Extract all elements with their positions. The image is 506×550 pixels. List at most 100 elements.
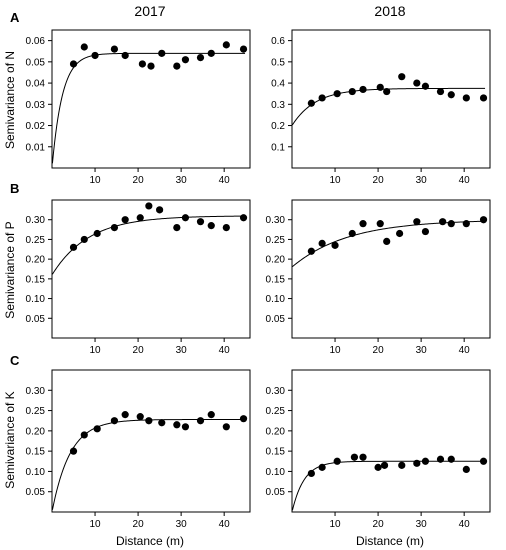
- data-point: [462, 465, 470, 473]
- x-tick-label: 10: [89, 175, 101, 186]
- y-tick-label: 0.15: [266, 447, 286, 458]
- x-tick-label: 10: [89, 519, 101, 530]
- y-tick-label: 0.05: [266, 487, 286, 498]
- data-point: [80, 43, 88, 51]
- data-point: [374, 463, 382, 471]
- data-point: [383, 237, 391, 245]
- data-point: [222, 41, 230, 49]
- data-point: [69, 447, 78, 455]
- x-tick-label: 10: [329, 519, 341, 530]
- panel-c-2017: 0.05 0.10 0.15 0.20 0.25 0.30 10 20 30 40: [26, 369, 251, 530]
- data-point: [479, 216, 488, 224]
- data-point: [376, 220, 384, 228]
- y-tick-label: 0.20: [26, 426, 46, 437]
- data-point: [138, 60, 146, 68]
- data-point: [413, 459, 421, 467]
- panel-letter-b: B: [10, 181, 19, 196]
- panel-c-2018: 0.05 0.10 0.15 0.20 0.25 0.30 10 20 30 40: [266, 369, 491, 530]
- ylabel-k: Semivariance of K: [3, 391, 17, 488]
- data-point: [307, 247, 315, 255]
- data-point: [110, 417, 119, 425]
- data-point: [479, 94, 488, 102]
- x-tick-label: 10: [89, 345, 101, 356]
- y-tick-label: 0.30: [26, 215, 46, 226]
- y-tick-label: 0.10: [266, 294, 286, 305]
- data-point: [413, 79, 421, 87]
- y-tick-label: 0.10: [266, 467, 286, 478]
- data-point: [398, 73, 406, 81]
- data-point: [333, 457, 341, 465]
- y-tick-label: 0.15: [26, 274, 46, 285]
- data-point: [383, 87, 391, 96]
- panel-b-2018-frame: [291, 199, 491, 339]
- data-point: [479, 457, 488, 465]
- y-tick-label: 0.5: [271, 57, 285, 68]
- x-tick-label: 20: [373, 175, 385, 186]
- x-tick-label: 30: [416, 345, 428, 356]
- data-point: [69, 60, 78, 68]
- x-tick-label: 40: [219, 175, 231, 186]
- data-point: [145, 202, 153, 210]
- x-tick-label: 30: [416, 519, 428, 530]
- data-point: [447, 220, 455, 228]
- panel-c-2017-frame: [51, 369, 251, 513]
- panel-letter-c: C: [10, 353, 20, 368]
- y-tick-label: 0.06: [26, 36, 46, 47]
- panel-a-2018: 0.1 0.2 0.3 0.4 0.5 0.6 10 20 30 40: [271, 29, 491, 186]
- data-point: [436, 455, 445, 463]
- ylabel-p: Semivariance of P: [3, 221, 17, 318]
- data-point: [348, 229, 356, 238]
- y-tick-label: 0.30: [26, 386, 46, 397]
- data-point: [181, 423, 190, 431]
- data-point: [447, 91, 455, 99]
- y-tick-label: 0.3: [271, 100, 285, 111]
- x-tick-label: 20: [373, 519, 385, 530]
- column-title-2017: 2017: [134, 3, 165, 19]
- data-point: [80, 235, 88, 244]
- data-point: [173, 421, 181, 429]
- fitted-model-line: [51, 52, 246, 164]
- xlabel-left: Distance (m): [116, 534, 184, 548]
- x-tick-label: 40: [459, 345, 471, 356]
- panel-letter-a: A: [10, 10, 20, 25]
- data-point: [462, 220, 470, 228]
- data-point: [207, 222, 215, 230]
- data-point: [436, 87, 445, 96]
- data-point: [147, 62, 155, 70]
- y-tick-label: 0.20: [26, 255, 46, 266]
- ylabel-n: Semivariance of N: [3, 51, 17, 149]
- data-point: [121, 216, 129, 224]
- data-point: [348, 87, 356, 96]
- data-point: [110, 224, 119, 232]
- panel-b-2017-frame: [51, 199, 251, 339]
- x-tick-label: 30: [176, 175, 188, 186]
- data-point: [447, 455, 455, 463]
- data-point: [318, 463, 326, 471]
- data-point: [173, 224, 181, 232]
- x-tick-label: 30: [176, 519, 188, 530]
- data-point: [376, 83, 384, 91]
- data-point: [307, 469, 315, 478]
- panel-c-2018-frame: [291, 369, 491, 513]
- data-point: [181, 56, 190, 64]
- data-point: [80, 431, 88, 439]
- data-point: [413, 218, 421, 226]
- fitted-model-line: [52, 215, 246, 275]
- y-tick-label: 0.2: [271, 121, 285, 132]
- panel-b-2018: 0.05 0.10 0.15 0.20 0.25 0.30 10 20 30 40: [266, 199, 491, 356]
- x-tick-label: 30: [176, 345, 188, 356]
- x-tick-label: 40: [459, 519, 471, 530]
- data-point: [396, 229, 404, 238]
- y-tick-label: 0.1: [271, 142, 285, 153]
- data-point: [69, 243, 78, 251]
- data-point: [145, 417, 153, 425]
- data-point: [421, 227, 430, 236]
- y-tick-label: 0.15: [26, 447, 46, 458]
- data-point: [196, 417, 205, 425]
- panel-b-2017: 0.05 0.10 0.15 0.20 0.25 0.30 10 20 30 40: [26, 199, 251, 356]
- y-tick-label: 0.15: [266, 274, 286, 285]
- data-point: [398, 461, 406, 469]
- y-tick-label: 0.03: [26, 100, 46, 111]
- data-point: [239, 214, 248, 222]
